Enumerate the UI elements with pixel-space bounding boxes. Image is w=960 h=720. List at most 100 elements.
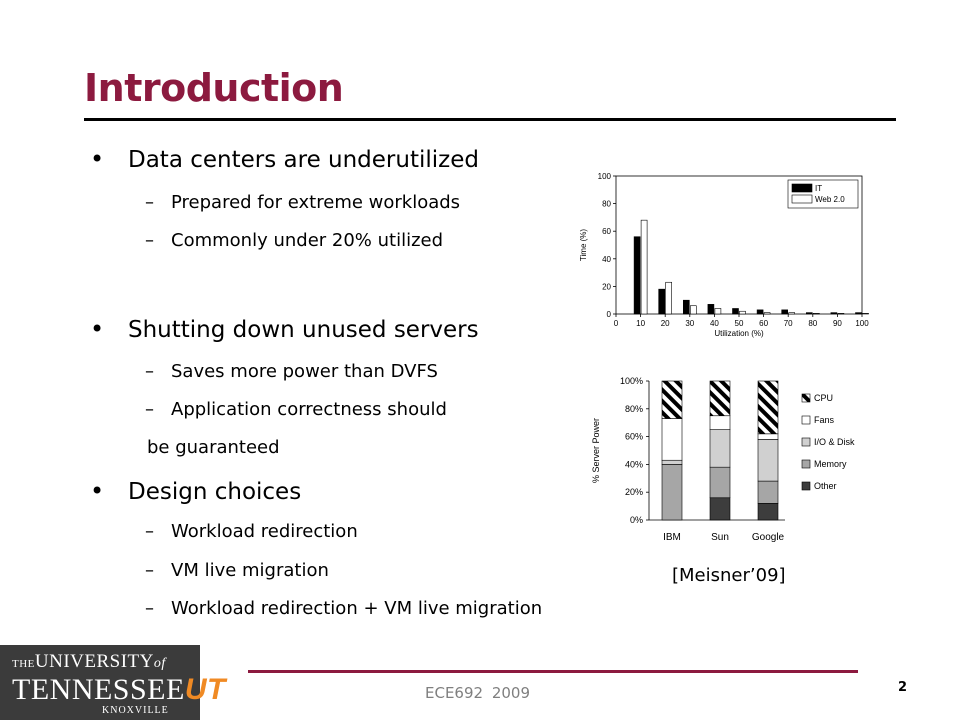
bullet-dot: • bbox=[90, 145, 105, 173]
x-tick-label: Sun bbox=[711, 532, 729, 543]
bar-segment bbox=[661, 464, 683, 521]
bullet-text: Design choices bbox=[128, 479, 302, 505]
sub-bullet-text: VM live migration bbox=[171, 560, 329, 581]
bar-web20 bbox=[813, 313, 820, 315]
bullet-text: Shutting down unused servers bbox=[128, 317, 479, 343]
footer-divider bbox=[248, 670, 858, 673]
bar-segment bbox=[661, 380, 683, 419]
legend-label: Fans bbox=[814, 415, 835, 425]
y-axis-label: Time (%) bbox=[579, 229, 588, 261]
bar-segment bbox=[709, 415, 731, 430]
x-tick-label: 80 bbox=[808, 319, 817, 328]
legend-swatch bbox=[801, 481, 811, 491]
bar-segment bbox=[757, 480, 779, 504]
x-tick-label: 70 bbox=[784, 319, 793, 328]
sub-bullet-dash: – bbox=[145, 598, 154, 619]
bar-web20 bbox=[739, 310, 746, 315]
sub-bullet-item: – Application correctness should bbox=[145, 399, 447, 420]
bar-web20 bbox=[837, 313, 845, 315]
y-tick-label: 0% bbox=[630, 515, 643, 525]
x-tick-label: 0 bbox=[614, 319, 619, 328]
slide-title: Introduction bbox=[84, 66, 344, 110]
bullet-item: • Shutting down unused servers bbox=[90, 315, 479, 343]
x-tick-label: 10 bbox=[636, 319, 645, 328]
bar-segment bbox=[757, 380, 779, 435]
x-tick-label: 90 bbox=[833, 319, 842, 328]
x-tick-label: 60 bbox=[759, 319, 768, 328]
sub-bullet-item: – Workload redirection + VM live migrati… bbox=[145, 598, 542, 619]
chart-legend: IT Web 2.0 bbox=[787, 179, 859, 209]
sub-bullet-item: – Saves more power than DVFS bbox=[145, 361, 438, 382]
y-tick-label: 80% bbox=[625, 404, 643, 414]
bullet-item: • Data centers are underutilized bbox=[90, 145, 479, 173]
legend-swatch bbox=[791, 183, 813, 193]
sub-bullet-dash: – bbox=[145, 361, 154, 382]
y-tick-label: 20% bbox=[625, 487, 643, 497]
x-tick-label: 30 bbox=[685, 319, 694, 328]
bullet-text: Data centers are underutilized bbox=[128, 147, 479, 173]
bar-segment bbox=[709, 380, 731, 417]
bar-web20 bbox=[788, 312, 795, 315]
y-tick-label: 80 bbox=[602, 200, 611, 209]
legend-label: I/O & Disk bbox=[814, 437, 855, 447]
legend-label: Other bbox=[814, 481, 837, 491]
logo-line-3: KNOXVILLE bbox=[102, 705, 169, 716]
chart-axes: 0 20 40 60 80 100 0 10 20 30 40 50 60 70 80 90 100 Utiliz… bbox=[579, 172, 869, 338]
legend-label: Web 2.0 bbox=[815, 195, 845, 204]
bullet-dot: • bbox=[90, 315, 105, 343]
sub-bullet-dash: – bbox=[145, 521, 154, 542]
sub-bullet-dash: – bbox=[145, 192, 154, 213]
university-logo: THEUNIVERSITYof TENNESSEEUT KNOXVILLE bbox=[0, 645, 225, 720]
y-tick-label: 0 bbox=[607, 310, 612, 319]
bullet-dot: • bbox=[90, 477, 105, 505]
legend-swatch bbox=[801, 415, 811, 425]
title-underline bbox=[84, 118, 896, 121]
bar-segment bbox=[757, 433, 779, 440]
chart-bars bbox=[633, 219, 869, 315]
server-power-stacked-chart: 0% 20% 40% 60% 80% 100% % Server Power IBM Sun Go… bbox=[591, 376, 855, 543]
bar-it bbox=[756, 309, 764, 315]
x-tick-label: 100 bbox=[855, 319, 869, 328]
legend-swatch bbox=[801, 459, 811, 469]
x-tick-label: 20 bbox=[661, 319, 670, 328]
sub-bullet-item: – VM live migration bbox=[145, 560, 329, 581]
chart-legend: CPU Fans I/O & Disk Memory Other bbox=[801, 393, 855, 491]
bar-segment bbox=[709, 466, 731, 499]
bar-it bbox=[707, 304, 715, 315]
legend-label: IT bbox=[815, 184, 822, 193]
sub-bullet-dash: – bbox=[145, 230, 154, 251]
y-tick-label: 60% bbox=[625, 432, 643, 442]
logo-line-1: THEUNIVERSITYof bbox=[12, 651, 166, 672]
chart-axes: 0% 20% 40% 60% 80% 100% % Server Power IBM Sun Go… bbox=[591, 376, 785, 543]
y-tick-label: 100 bbox=[598, 172, 612, 181]
bar-it bbox=[855, 312, 862, 315]
y-axis-label: % Server Power bbox=[591, 418, 601, 483]
sub-bullet-item: – Prepared for extreme workloads bbox=[145, 192, 461, 213]
chart-bars bbox=[661, 380, 779, 521]
bar-segment bbox=[709, 429, 731, 468]
bar-it bbox=[732, 308, 739, 315]
bar-web20 bbox=[763, 312, 771, 315]
bar-segment bbox=[661, 418, 683, 461]
sub-bullet-text: Workload redirection bbox=[171, 521, 358, 542]
bar-it bbox=[806, 312, 813, 315]
sub-bullet-dash: – bbox=[145, 560, 154, 581]
bar-it bbox=[683, 299, 690, 315]
y-tick-label: 60 bbox=[602, 227, 611, 236]
sub-bullet-dash: – bbox=[145, 399, 154, 420]
bar-segment bbox=[661, 459, 683, 465]
bar-it bbox=[633, 236, 641, 315]
logo-line-2: TENNESSEEUT bbox=[12, 673, 226, 706]
sub-bullet-text: Commonly under 20% utilized bbox=[171, 230, 444, 251]
sub-bullet-continuation: be guaranteed bbox=[147, 437, 280, 458]
bar-web20 bbox=[862, 313, 869, 315]
bar-web20 bbox=[640, 219, 648, 315]
sub-bullet-text: Prepared for extreme workloads bbox=[171, 192, 461, 213]
bar-web20 bbox=[690, 305, 697, 315]
utilization-histogram: 0 20 40 60 80 100 0 10 20 30 40 50 60 70 80 90 100 Utiliz… bbox=[579, 172, 869, 338]
x-tick-label: 40 bbox=[710, 319, 719, 328]
y-tick-label: 20 bbox=[602, 282, 611, 291]
bar-it bbox=[658, 288, 665, 315]
sub-bullet-item: – Workload redirection bbox=[145, 521, 358, 542]
